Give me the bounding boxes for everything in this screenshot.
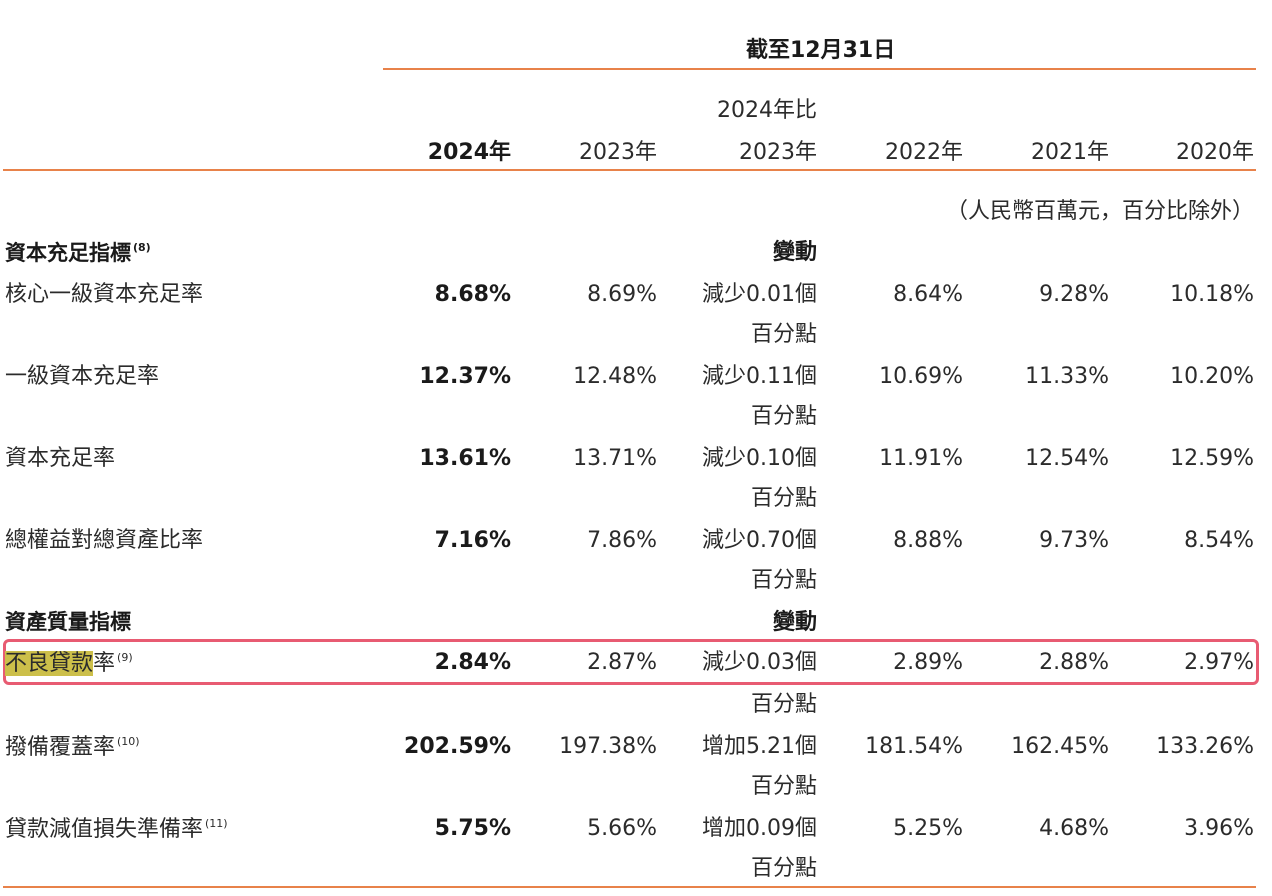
cell-change-line2: 百分點: [750, 568, 817, 593]
cell-2021: 162.45%: [1011, 734, 1109, 759]
cell-2021: 4.68%: [1039, 816, 1109, 841]
highlighted-text: 不良貸款: [5, 651, 94, 676]
col-header-2023: 2023年: [579, 140, 657, 165]
cell-2024: 8.68%: [434, 282, 511, 307]
cell-2020: 10.20%: [1170, 364, 1254, 389]
cell-2023: 12.48%: [573, 364, 657, 389]
cell-change-line1: 減少0.01個: [702, 282, 817, 307]
cell-2023: 7.86%: [587, 528, 657, 553]
cell-2024: 7.16%: [434, 528, 511, 553]
cell-2022: 181.54%: [865, 734, 963, 759]
header-rule-top: [383, 68, 1256, 70]
selection-box: [3, 639, 1259, 685]
cell-2021: 12.54%: [1025, 446, 1109, 471]
col-header-2024: 2024年: [427, 140, 511, 165]
cell-2020: 133.26%: [1156, 734, 1254, 759]
cell-2024: 13.61%: [419, 446, 511, 471]
cell-2021: 9.73%: [1039, 528, 1109, 553]
cell-change-line1: 增加0.09個: [702, 816, 817, 841]
cell-2021: 2.88%: [1039, 650, 1109, 675]
cell-2023: 13.71%: [573, 446, 657, 471]
cell-2022: 10.69%: [879, 364, 963, 389]
cell-2020: 2.97%: [1184, 650, 1254, 675]
unit-note: （人民幣百萬元，百分比除外）: [945, 199, 1254, 224]
cell-2022: 11.91%: [879, 446, 963, 471]
cell-change-line2: 百分點: [750, 322, 817, 347]
cell-2020: 8.54%: [1184, 528, 1254, 553]
cell-change-line2: 百分點: [750, 774, 817, 799]
group-title: 截至12月31日: [746, 38, 896, 63]
cell-2020: 3.96%: [1184, 816, 1254, 841]
row-label: 核心一級資本充足率: [5, 282, 204, 307]
cell-change-line1: 增加5.21個: [702, 734, 817, 759]
cell-2020: 12.59%: [1170, 446, 1254, 471]
cell-2024: 5.75%: [434, 816, 511, 841]
row-label: 一級資本充足率: [5, 364, 160, 389]
section-title-asset-quality: 資產質量指標: [5, 610, 131, 634]
cell-2021: 11.33%: [1025, 364, 1109, 389]
cell-2024: 202.59%: [404, 734, 511, 759]
cell-2022: 8.64%: [893, 282, 963, 307]
cell-change-line1: 減少0.70個: [702, 528, 817, 553]
cell-change-line1: 減少0.03個: [702, 650, 817, 675]
cell-change-line1: 減少0.10個: [702, 446, 817, 471]
col-header-2022: 2022年: [885, 140, 963, 165]
cell-change-line2: 百分點: [750, 404, 817, 429]
cell-change-line1: 減少0.11個: [702, 364, 817, 389]
section-change-label-capital: 變動: [772, 240, 817, 265]
cell-2021: 9.28%: [1039, 282, 1109, 307]
cell-change-line2: 百分點: [750, 692, 817, 717]
row-label: 資本充足率: [5, 446, 116, 471]
col-header-2020: 2020年: [1176, 140, 1254, 165]
header-rule-bottom: [3, 169, 1256, 171]
cell-2023: 5.66%: [587, 816, 657, 841]
row-label: 總權益對總資產比率: [5, 528, 204, 553]
row-label: 不良貸款率 (9): [5, 651, 133, 676]
cell-2023: 197.38%: [559, 734, 657, 759]
cell-2022: 5.25%: [893, 816, 963, 841]
col-header-change-line1: 2024年比: [717, 98, 817, 123]
cell-2024: 12.37%: [419, 364, 511, 389]
col-header-change-line2: 2023年: [739, 140, 817, 165]
section-change-label-asset-quality: 變動: [772, 610, 817, 635]
col-header-2021: 2021年: [1031, 140, 1109, 165]
cell-2022: 8.88%: [893, 528, 963, 553]
row-label: 貸款減值損失準備率 (11): [5, 817, 228, 842]
cell-2020: 10.18%: [1170, 282, 1254, 307]
cell-2024: 2.84%: [434, 650, 511, 675]
row-label: 撥備覆蓋率 (10): [5, 735, 140, 760]
cell-2023: 8.69%: [587, 282, 657, 307]
cell-2023: 2.87%: [587, 650, 657, 675]
section-title-capital: 資本充足指標 (8): [5, 241, 151, 265]
cell-change-line2: 百分點: [750, 486, 817, 511]
cell-change-line2: 百分點: [750, 856, 817, 881]
table-bottom-rule: [3, 886, 1256, 888]
cell-2022: 2.89%: [893, 650, 963, 675]
